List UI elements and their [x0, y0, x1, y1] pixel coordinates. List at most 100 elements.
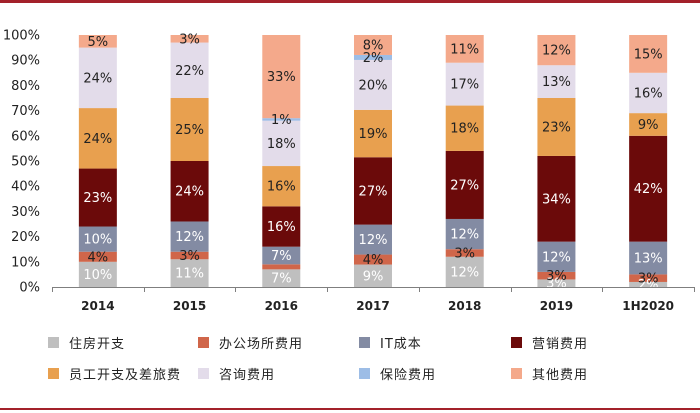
- legend-label: 员工开支及差旅费: [69, 367, 182, 383]
- data-label: 11%: [175, 267, 204, 282]
- bar-segment: [629, 135, 668, 242]
- data-label: 23%: [542, 120, 571, 135]
- bar-segment: [170, 251, 209, 260]
- bar-segment: [537, 35, 576, 66]
- legend-item: 咨询费用: [198, 364, 276, 383]
- data-label: 13%: [542, 75, 571, 90]
- bar-segment: [629, 281, 668, 287]
- legend-swatch: [359, 336, 370, 348]
- data-label: 33%: [267, 70, 296, 85]
- data-label: 18%: [450, 122, 479, 137]
- bar-segment: [78, 261, 117, 287]
- bar-segment: [354, 254, 392, 265]
- y-tick-label: 90%: [11, 54, 40, 69]
- data-label: 12%: [450, 228, 479, 243]
- bar-segment: [262, 206, 301, 247]
- top-rule: [0, 0, 700, 3]
- data-label: 16%: [634, 86, 663, 101]
- data-label: 16%: [267, 220, 296, 235]
- data-label: 9%: [363, 269, 384, 284]
- data-label: 24%: [175, 185, 204, 200]
- x-tick-label: 2018: [448, 299, 481, 313]
- data-label: 22%: [175, 64, 204, 79]
- legend-item: 保险费用: [359, 364, 436, 383]
- data-label: 3%: [638, 272, 659, 287]
- bar-segment: [354, 35, 392, 55]
- legend-swatch: [359, 367, 370, 379]
- data-label: 7%: [271, 272, 292, 287]
- legend-label: 办公场所费用: [219, 336, 304, 352]
- data-label: 2%: [638, 278, 659, 293]
- bar-segment: [262, 269, 301, 287]
- bar-segment: [445, 105, 484, 151]
- bar-segment: [629, 274, 668, 282]
- bar-segment: [354, 264, 392, 287]
- data-label: 27%: [450, 178, 479, 193]
- legend-swatch: [48, 336, 59, 348]
- x-tick-label: 2015: [173, 299, 206, 313]
- x-tick-label: 2019: [540, 299, 573, 313]
- bar-segment: [262, 35, 301, 119]
- legend-label: IT成本: [380, 336, 422, 352]
- legend-label: 咨询费用: [219, 367, 276, 383]
- bar-segment: [78, 47, 117, 109]
- legend-label: 住房开支: [69, 336, 126, 352]
- data-label: 17%: [450, 78, 479, 93]
- y-tick-label: 50%: [11, 155, 40, 170]
- legend-swatch: [511, 367, 522, 379]
- data-label: 13%: [634, 252, 663, 267]
- data-label: 4%: [363, 253, 384, 268]
- bar-segment: [354, 54, 392, 60]
- legend-label: 其他费用: [532, 367, 589, 383]
- bar-segment: [78, 168, 117, 227]
- legend-item: 营销费用: [511, 333, 588, 352]
- data-label: 24%: [83, 71, 112, 86]
- bar-segment: [445, 35, 484, 63]
- data-label: 15%: [634, 47, 663, 62]
- data-label: 12%: [542, 44, 571, 59]
- data-label: 3%: [454, 246, 475, 261]
- bar-segment: [262, 264, 301, 270]
- x-tick-label: 1H2020: [622, 299, 674, 313]
- y-tick-label: 0%: [19, 281, 40, 296]
- bar-segment: [537, 155, 576, 242]
- data-label: 19%: [359, 127, 388, 142]
- stacked-bar-chart: 0%10%20%30%40%50%60%70%80%90%100% 10%4%1…: [3, 29, 695, 313]
- legend-item: 住房开支: [48, 333, 126, 352]
- bar-segment: [537, 271, 576, 280]
- bar-segment: [445, 218, 484, 250]
- x-axis: 2014 2015 2016 2017 2018 2019 1H2020: [52, 287, 695, 313]
- bar-segment: [78, 35, 117, 48]
- data-label: 11%: [450, 42, 479, 57]
- data-label: 12%: [542, 250, 571, 265]
- data-label: 1%: [271, 113, 292, 128]
- bar-segment: [445, 256, 484, 287]
- segment-labels: 10% 4% 10% 23% 24% 24% 5% 11% 3% 12% 24% 25% 22% 3% 7%…: [83, 32, 662, 293]
- data-label: 16%: [267, 180, 296, 195]
- bar-segment: [537, 98, 576, 156]
- bar-segment: [354, 157, 392, 225]
- x-tick-label: 2016: [265, 299, 298, 313]
- y-tick-label: 70%: [11, 104, 40, 119]
- legend-item: 其他费用: [511, 364, 589, 383]
- bar-segment: [78, 251, 117, 262]
- y-tick-label: 20%: [11, 230, 40, 245]
- bar-segment: [629, 113, 668, 136]
- legend-item: 员工开支及差旅费: [48, 364, 182, 383]
- bar-segment: [170, 98, 209, 161]
- bar-segment: [170, 35, 209, 43]
- legend-swatch: [198, 336, 209, 348]
- data-label: 8%: [363, 38, 384, 53]
- y-tick-label: 60%: [11, 129, 40, 144]
- legend-item: IT成本: [359, 333, 422, 352]
- data-label: 10%: [83, 233, 112, 248]
- legend-swatch: [511, 336, 522, 348]
- bar-segment: [629, 72, 668, 114]
- data-label: 4%: [88, 250, 109, 265]
- y-tick-label: 80%: [11, 79, 40, 94]
- bar-segment: [78, 226, 117, 252]
- data-label: 12%: [450, 265, 479, 280]
- bar-segment: [354, 109, 392, 158]
- bar-segment: [537, 241, 576, 272]
- bar-segment: [629, 241, 668, 275]
